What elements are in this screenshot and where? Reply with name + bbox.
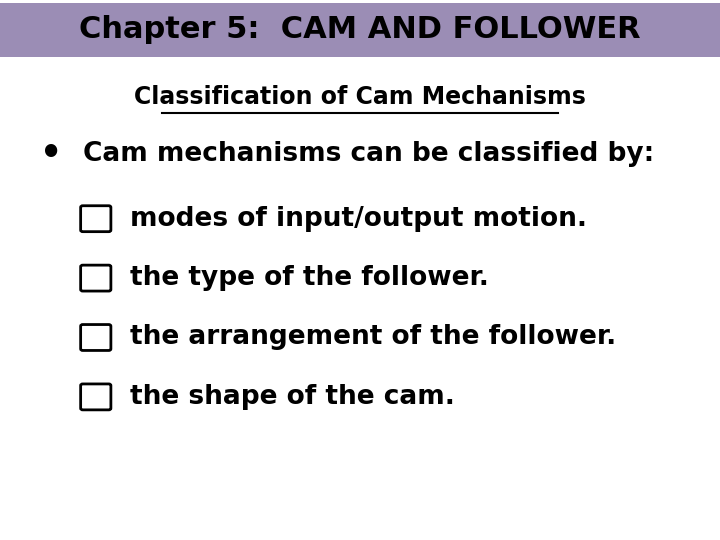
FancyBboxPatch shape xyxy=(81,384,111,410)
Text: Classification of Cam Mechanisms: Classification of Cam Mechanisms xyxy=(134,85,586,109)
Text: Chapter 5:  CAM AND FOLLOWER: Chapter 5: CAM AND FOLLOWER xyxy=(79,15,641,44)
Text: modes of input/output motion.: modes of input/output motion. xyxy=(130,206,587,232)
Text: the type of the follower.: the type of the follower. xyxy=(130,265,488,291)
FancyBboxPatch shape xyxy=(0,3,720,57)
FancyBboxPatch shape xyxy=(81,265,111,291)
FancyBboxPatch shape xyxy=(81,206,111,232)
Text: •: • xyxy=(40,137,62,171)
Text: Cam mechanisms can be classified by:: Cam mechanisms can be classified by: xyxy=(83,141,654,167)
Text: the shape of the cam.: the shape of the cam. xyxy=(130,384,454,410)
Text: the arrangement of the follower.: the arrangement of the follower. xyxy=(130,325,616,350)
FancyBboxPatch shape xyxy=(81,325,111,350)
